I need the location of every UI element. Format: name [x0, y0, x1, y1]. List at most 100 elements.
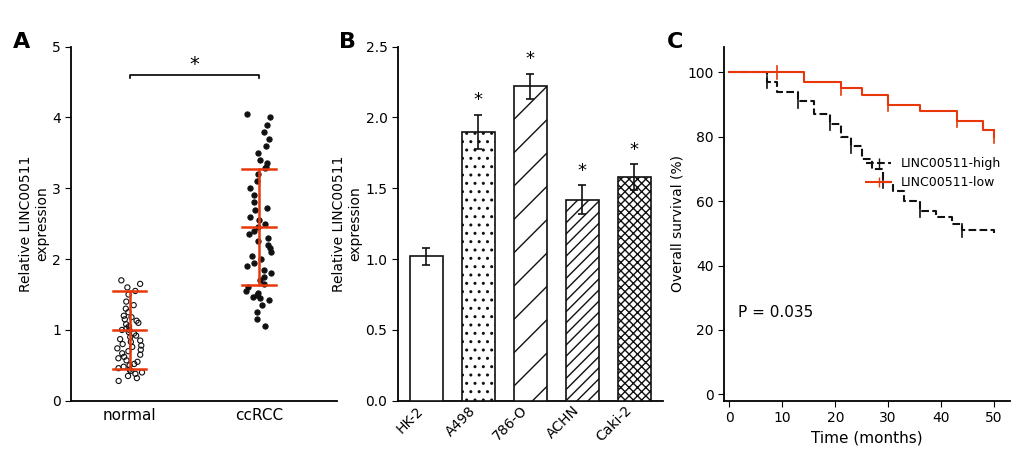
Point — [116, 315, 132, 323]
Point — [121, 366, 138, 373]
Point — [118, 325, 135, 332]
Point — [131, 280, 148, 288]
X-axis label: Time (months): Time (months) — [810, 431, 922, 446]
Point — [114, 326, 130, 334]
Point — [113, 277, 129, 284]
Point — [262, 269, 278, 277]
Text: *: * — [526, 50, 534, 68]
Text: *: * — [630, 141, 638, 158]
Point — [249, 315, 265, 323]
Point — [251, 216, 267, 224]
Point — [119, 284, 136, 291]
Point — [257, 322, 273, 330]
Point — [258, 142, 274, 150]
Point — [126, 360, 143, 368]
Point — [246, 199, 262, 206]
Point — [256, 280, 272, 288]
Y-axis label: Relative LINC00511
expression: Relative LINC00511 expression — [332, 156, 362, 292]
Point — [133, 369, 150, 376]
Point — [250, 224, 266, 231]
Point — [120, 308, 137, 316]
Point — [122, 333, 139, 341]
Y-axis label: Overall survival (%): Overall survival (%) — [669, 155, 684, 292]
Point — [125, 330, 142, 337]
Point — [246, 227, 262, 234]
Point — [246, 192, 262, 199]
Point — [258, 205, 274, 212]
Legend: LINC00511-high, LINC00511-low: LINC00511-high, LINC00511-low — [860, 152, 1006, 194]
Point — [260, 296, 276, 304]
Point — [118, 321, 135, 328]
Point — [127, 370, 144, 377]
Point — [112, 336, 128, 343]
Point — [263, 248, 279, 256]
Point — [238, 110, 255, 117]
Point — [110, 364, 126, 372]
Text: *: * — [474, 91, 482, 109]
Text: *: * — [190, 55, 199, 74]
Point — [242, 213, 258, 220]
Point — [118, 356, 135, 364]
Bar — [514, 86, 546, 401]
Point — [254, 302, 270, 309]
Point — [130, 319, 147, 327]
Text: B: B — [339, 33, 356, 53]
Point — [250, 238, 266, 245]
Text: *: * — [578, 162, 586, 180]
Point — [110, 355, 126, 362]
Point — [259, 121, 275, 128]
Point — [114, 340, 130, 348]
Point — [260, 234, 276, 241]
Point — [260, 241, 276, 249]
Point — [252, 277, 268, 284]
Point — [240, 284, 257, 291]
Point — [124, 343, 141, 350]
Point — [246, 259, 262, 267]
Point — [128, 317, 145, 324]
Point — [245, 293, 261, 301]
Point — [244, 252, 260, 259]
Point — [242, 231, 258, 238]
Point — [120, 329, 137, 336]
Point — [127, 332, 144, 339]
Point — [132, 346, 149, 354]
Point — [249, 178, 265, 185]
Point — [131, 351, 148, 358]
Point — [115, 363, 131, 370]
Y-axis label: Relative LINC00511
expression: Relative LINC00511 expression — [19, 156, 49, 292]
Point — [237, 287, 254, 295]
Point — [122, 367, 139, 375]
Point — [121, 326, 138, 334]
Bar — [566, 199, 598, 401]
Point — [114, 350, 130, 357]
Point — [109, 345, 125, 352]
Point — [117, 305, 133, 312]
Point — [253, 255, 269, 263]
Point — [110, 377, 126, 384]
Point — [250, 149, 266, 157]
Point — [250, 171, 266, 178]
Point — [118, 298, 135, 305]
Point — [128, 374, 145, 382]
Point — [116, 353, 132, 361]
Point — [251, 295, 267, 302]
Text: C: C — [666, 33, 683, 53]
Point — [127, 287, 144, 295]
Point — [131, 337, 148, 344]
Bar — [410, 256, 442, 401]
Point — [262, 114, 278, 121]
Point — [255, 128, 271, 135]
Point — [247, 206, 263, 213]
Point — [125, 302, 142, 309]
Point — [120, 372, 137, 380]
Point — [256, 266, 272, 274]
Point — [120, 291, 137, 298]
Point — [257, 220, 273, 227]
Point — [121, 362, 138, 369]
Bar — [462, 131, 494, 401]
Point — [129, 358, 146, 365]
Point — [256, 164, 272, 172]
Point — [120, 322, 137, 330]
Text: P = 0.035: P = 0.035 — [738, 305, 813, 320]
Point — [239, 262, 256, 270]
